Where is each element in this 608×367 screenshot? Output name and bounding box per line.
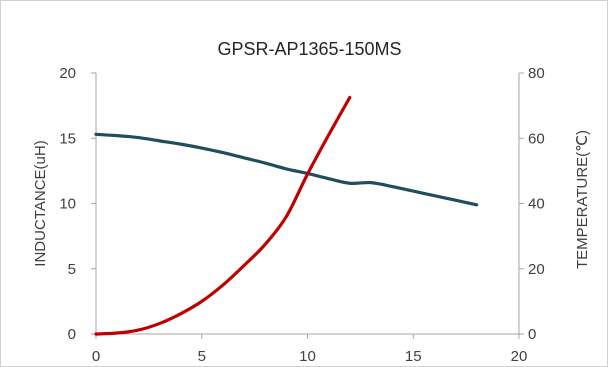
y-left-tick-label: 0	[68, 326, 76, 343]
x-tick-label: 10	[299, 348, 316, 365]
y-axis-right-label: TEMPERATURE(℃)	[574, 130, 591, 269]
y-right-tick-label: 0	[528, 326, 536, 343]
y-axis-left-label: INDUCTANCE(uH)	[32, 140, 49, 266]
y-left-tick-label: 5	[68, 261, 76, 278]
x-tick-label: 20	[511, 348, 528, 365]
y-right-tick-label: 60	[528, 130, 545, 147]
y-left-tick-label: 20	[59, 65, 76, 82]
y-right-tick-label: 40	[528, 196, 545, 213]
series-layer	[94, 95, 479, 336]
y-left-tick-label: 10	[59, 196, 76, 213]
y-left-tick-label: 15	[59, 130, 76, 147]
temperature-series-line	[94, 95, 352, 336]
x-tick-label: 15	[405, 348, 422, 365]
chart-title: GPSR-AP1365-150MS	[217, 39, 401, 59]
inductance-series-line	[94, 132, 479, 207]
y-right-tick-label: 80	[528, 65, 545, 82]
x-tick-label: 5	[198, 348, 206, 365]
y-right-tick-label: 20	[528, 261, 545, 278]
x-tick-label: 0	[92, 348, 100, 365]
